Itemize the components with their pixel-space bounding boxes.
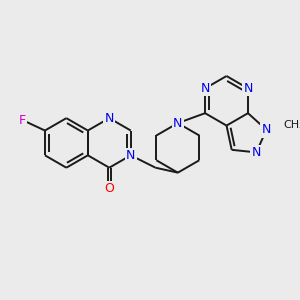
Text: O: O xyxy=(104,182,114,195)
Text: N: N xyxy=(262,123,271,136)
Text: CH₃: CH₃ xyxy=(284,120,300,130)
Text: N: N xyxy=(173,117,182,130)
Text: N: N xyxy=(243,82,253,95)
Text: N: N xyxy=(200,82,210,95)
Text: N: N xyxy=(252,146,261,159)
Text: N: N xyxy=(126,149,135,162)
Text: F: F xyxy=(18,114,26,127)
Text: N: N xyxy=(105,112,114,124)
